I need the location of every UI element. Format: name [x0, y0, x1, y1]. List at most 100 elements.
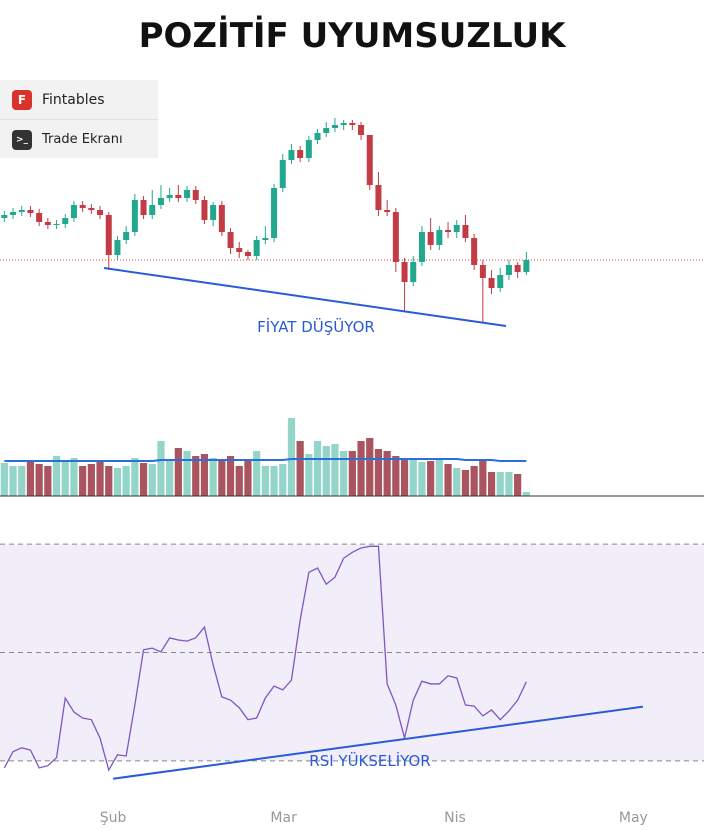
candle-body	[488, 278, 495, 288]
volume-bar	[261, 466, 269, 496]
candle-body	[157, 198, 164, 205]
volume-bar	[174, 448, 182, 496]
candle-body	[297, 150, 304, 158]
volume-bar	[496, 472, 504, 496]
volume-bar	[305, 454, 313, 496]
candle-body	[418, 232, 425, 262]
tab-label: Fintables	[42, 91, 105, 108]
candle-body	[36, 213, 43, 222]
candle-body	[384, 210, 391, 212]
candle-body	[505, 265, 512, 275]
tab-label: Trade Ekranı	[42, 132, 123, 147]
candle-body	[427, 232, 434, 245]
candle-body	[192, 190, 199, 200]
volume-bar	[366, 438, 374, 496]
volume-bar	[157, 441, 165, 496]
volume-bar	[296, 441, 304, 496]
volume-bar	[383, 451, 391, 496]
tab-panel: F Fintables >_ Trade Ekranı	[0, 80, 158, 158]
x-tick-label: May	[619, 810, 648, 826]
volume-bar	[279, 464, 287, 496]
volume-bar	[487, 472, 496, 496]
volume-bar	[166, 461, 174, 496]
candle-body	[331, 125, 338, 128]
candle-body	[227, 232, 234, 248]
volume-bar	[0, 463, 8, 496]
volume-bar	[18, 466, 26, 496]
candle-body	[349, 123, 356, 125]
candle-body	[18, 210, 25, 212]
volume-bar	[35, 464, 43, 496]
volume-bar	[9, 466, 17, 496]
candle-body	[392, 212, 399, 262]
candle-body	[305, 140, 312, 158]
x-tick-label: Nis	[444, 810, 466, 826]
candle-body	[123, 232, 130, 240]
volume-bar	[505, 472, 513, 496]
volume-bar	[444, 464, 452, 496]
candle-body	[140, 200, 147, 215]
trend-line	[103, 267, 507, 327]
candle-body	[436, 230, 443, 245]
volume-bar	[374, 449, 383, 496]
x-tick-label: Şub	[100, 810, 127, 826]
candle-body	[1, 215, 8, 218]
volume-bar	[52, 456, 61, 496]
candle-body	[497, 275, 504, 288]
candle-body	[97, 210, 104, 215]
volume-bar	[131, 458, 139, 496]
candle-body	[462, 225, 469, 238]
candle-body	[288, 150, 295, 160]
volume-bar	[44, 466, 52, 496]
tab[interactable]: F Fintables	[0, 80, 158, 119]
annotation: FİYAT DÜŞÜYOR	[257, 317, 375, 336]
candle-body	[201, 200, 208, 220]
volume-bar	[105, 466, 113, 496]
volume-bar	[209, 458, 217, 496]
volume-bar	[340, 451, 348, 496]
candle-body	[210, 205, 217, 220]
candle-body	[44, 222, 51, 225]
tab[interactable]: >_ Trade Ekranı	[0, 119, 158, 159]
candle-body	[218, 205, 225, 232]
icon: >_	[12, 129, 32, 150]
candle-body	[131, 200, 138, 232]
volume-bar	[400, 458, 409, 496]
volume-bar	[461, 470, 470, 496]
candle-body	[79, 205, 86, 208]
volume-bar	[322, 446, 330, 496]
candle-body	[88, 208, 95, 210]
volume-bar	[26, 461, 35, 496]
volume-bar	[96, 460, 104, 496]
volume-bar	[348, 451, 356, 496]
candle-body	[479, 265, 486, 278]
candle-body	[366, 135, 373, 185]
candle-body	[253, 240, 260, 256]
volume-bar	[427, 461, 435, 496]
volume-bar	[435, 458, 443, 496]
candle-body	[114, 240, 121, 255]
volume-bar	[192, 456, 200, 496]
volume-bar	[139, 463, 148, 496]
candle-body	[314, 133, 321, 140]
volume-bar	[270, 466, 278, 496]
volume-bar	[514, 474, 522, 496]
volume-bar	[70, 458, 78, 496]
volume-bar	[113, 468, 122, 496]
volume-bar	[453, 468, 461, 496]
candle-body	[523, 260, 530, 272]
volume-bar	[313, 441, 322, 496]
candle-body	[375, 185, 382, 210]
volume-bar	[287, 418, 296, 496]
candle-body	[262, 238, 269, 240]
volume-bar	[183, 451, 191, 496]
volume-bar	[418, 462, 426, 496]
rsi-line	[3, 545, 527, 772]
volume-bar	[357, 441, 365, 496]
trend-line	[112, 705, 644, 780]
volume-ma	[4, 458, 527, 462]
candle-body	[236, 248, 243, 252]
candle-body	[27, 210, 34, 213]
